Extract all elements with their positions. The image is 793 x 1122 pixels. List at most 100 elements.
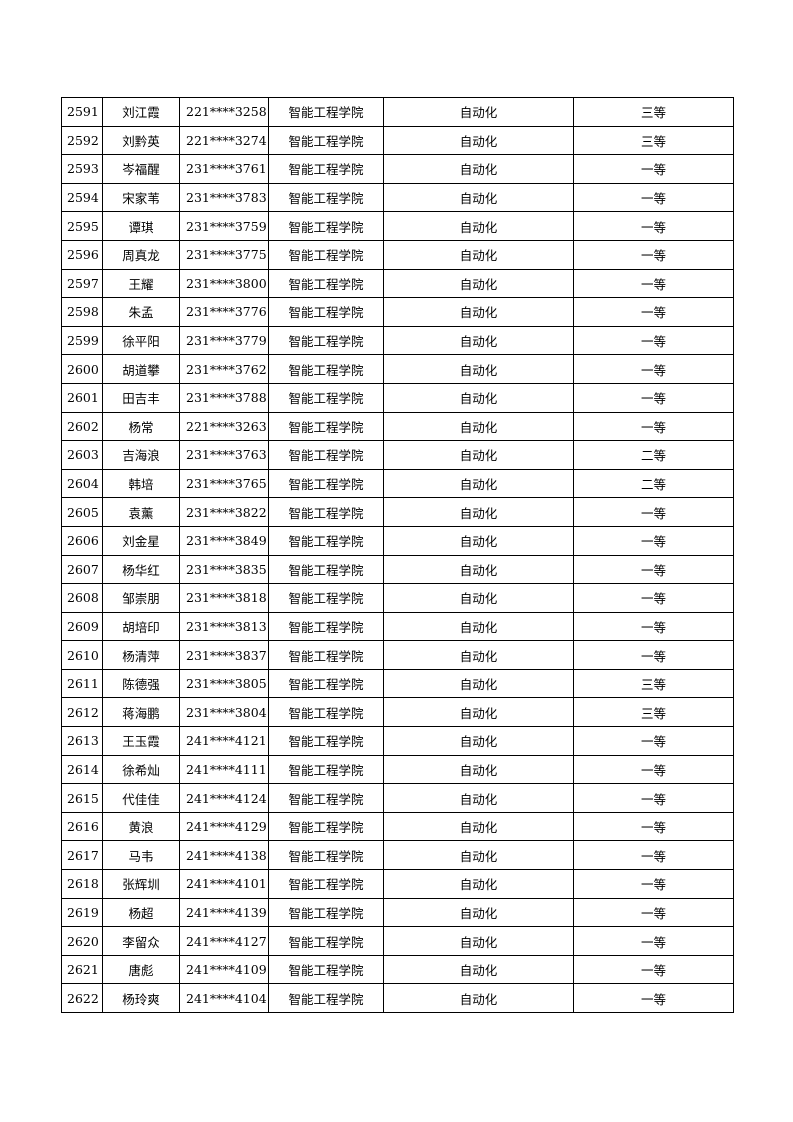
award-level-cell: 二等	[573, 440, 734, 470]
award-level-cell: 一等	[573, 525, 734, 556]
college-cell: 智能工程学院	[268, 525, 384, 556]
row-number-cell: 2607	[61, 554, 103, 585]
award-level-cell: 三等	[573, 668, 734, 699]
major-cell: 自动化	[383, 239, 574, 270]
row-number-cell: 2596	[61, 239, 103, 270]
major-cell: 自动化	[383, 697, 574, 728]
college-cell: 智能工程学院	[268, 497, 384, 527]
student-name-cell: 王耀	[102, 268, 180, 299]
table-row: 2618 张辉圳 241****4101 智能工程学院 自动化 一等	[61, 869, 734, 899]
student-name-cell: 陈德强	[102, 668, 180, 699]
student-name-cell: 刘江霞	[102, 97, 180, 127]
college-cell: 智能工程学院	[268, 154, 384, 184]
row-number-cell: 2614	[61, 754, 103, 785]
table-row: 2606 刘金星 231****3849 智能工程学院 自动化 一等	[61, 525, 734, 556]
major-cell: 自动化	[383, 668, 574, 699]
row-number-cell: 2603	[61, 440, 103, 470]
college-cell: 智能工程学院	[268, 783, 384, 813]
major-cell: 自动化	[383, 954, 574, 985]
major-cell: 自动化	[383, 125, 574, 156]
row-number-cell: 2612	[61, 697, 103, 728]
award-level-cell: 一等	[573, 154, 734, 184]
award-level-cell: 一等	[573, 840, 734, 871]
student-name-cell: 田吉丰	[102, 382, 180, 413]
major-cell: 自动化	[383, 411, 574, 442]
student-id-cell: 231****3759	[179, 211, 269, 241]
student-name-cell: 吉海浪	[102, 440, 180, 470]
table-row: 2591 刘江霞 221****3258 智能工程学院 自动化 三等	[61, 97, 734, 127]
student-name-cell: 唐彪	[102, 954, 180, 985]
student-id-cell: 241****4121	[179, 726, 269, 756]
award-level-cell: 一等	[573, 497, 734, 527]
award-level-cell: 三等	[573, 125, 734, 156]
major-cell: 自动化	[383, 325, 574, 356]
major-cell: 自动化	[383, 726, 574, 756]
major-cell: 自动化	[383, 497, 574, 527]
award-level-cell: 一等	[573, 354, 734, 384]
student-id-cell: 231****3800	[179, 268, 269, 299]
row-number-cell: 2592	[61, 125, 103, 156]
student-name-cell: 黄浪	[102, 811, 180, 842]
table-row: 2603 吉海浪 231****3763 智能工程学院 自动化 二等	[61, 440, 734, 470]
major-cell: 自动化	[383, 811, 574, 842]
award-level-cell: 一等	[573, 583, 734, 613]
student-id-cell: 241****4109	[179, 954, 269, 985]
college-cell: 智能工程学院	[268, 382, 384, 413]
row-number-cell: 2617	[61, 840, 103, 871]
major-cell: 自动化	[383, 268, 574, 299]
student-id-cell: 231****3775	[179, 239, 269, 270]
student-name-cell: 朱孟	[102, 297, 180, 327]
major-cell: 自动化	[383, 154, 574, 184]
student-id-cell: 231****3822	[179, 497, 269, 527]
student-name-cell: 徐平阳	[102, 325, 180, 356]
student-name-cell: 王玉霞	[102, 726, 180, 756]
table-row: 2621 唐彪 241****4109 智能工程学院 自动化 一等	[61, 954, 734, 985]
student-name-cell: 袁薰	[102, 497, 180, 527]
table-row: 2599 徐平阳 231****3779 智能工程学院 自动化 一等	[61, 325, 734, 356]
table-row: 2617 马韦 241****4138 智能工程学院 自动化 一等	[61, 840, 734, 871]
student-id-cell: 231****3837	[179, 640, 269, 670]
table-row: 2593 岑福醒 231****3761 智能工程学院 自动化 一等	[61, 154, 734, 184]
student-name-cell: 张辉圳	[102, 869, 180, 899]
college-cell: 智能工程学院	[268, 954, 384, 985]
student-id-cell: 231****3849	[179, 525, 269, 556]
student-name-cell: 杨常	[102, 411, 180, 442]
table-row: 2615 代佳佳 241****4124 智能工程学院 自动化 一等	[61, 783, 734, 813]
award-level-cell: 一等	[573, 268, 734, 299]
college-cell: 智能工程学院	[268, 97, 384, 127]
row-number-cell: 2599	[61, 325, 103, 356]
major-cell: 自动化	[383, 640, 574, 670]
major-cell: 自动化	[383, 554, 574, 585]
student-name-cell: 杨华红	[102, 554, 180, 585]
student-id-cell: 241****4127	[179, 926, 269, 956]
student-id-cell: 231****3765	[179, 468, 269, 499]
college-cell: 智能工程学院	[268, 611, 384, 642]
award-table: 2591 刘江霞 221****3258 智能工程学院 自动化 三等 2592 刘黔英 221*…	[61, 97, 734, 1013]
student-name-cell: 马韦	[102, 840, 180, 871]
student-name-cell: 谭琪	[102, 211, 180, 241]
student-id-cell: 241****4104	[179, 983, 269, 1013]
major-cell: 自动化	[383, 611, 574, 642]
award-level-cell: 一等	[573, 640, 734, 670]
major-cell: 自动化	[383, 840, 574, 871]
award-level-cell: 一等	[573, 554, 734, 585]
table-row: 2607 杨华红 231****3835 智能工程学院 自动化 一等	[61, 554, 734, 585]
award-level-cell: 二等	[573, 468, 734, 499]
student-id-cell: 241****4138	[179, 840, 269, 871]
award-level-cell: 一等	[573, 611, 734, 642]
student-id-cell: 231****3762	[179, 354, 269, 384]
row-number-cell: 2608	[61, 583, 103, 613]
row-number-cell: 2601	[61, 382, 103, 413]
award-level-cell: 一等	[573, 382, 734, 413]
table-row: 2622 杨玲爽 241****4104 智能工程学院 自动化 一等	[61, 983, 734, 1013]
row-number-cell: 2609	[61, 611, 103, 642]
table-row: 2614 徐希灿 241****4111 智能工程学院 自动化 一等	[61, 754, 734, 785]
college-cell: 智能工程学院	[268, 926, 384, 956]
table-row: 2602 杨常 221****3263 智能工程学院 自动化 一等	[61, 411, 734, 442]
table-row: 2596 周真龙 231****3775 智能工程学院 自动化 一等	[61, 239, 734, 270]
student-id-cell: 241****4101	[179, 869, 269, 899]
college-cell: 智能工程学院	[268, 268, 384, 299]
major-cell: 自动化	[383, 525, 574, 556]
table-row: 2594 宋家苇 231****3783 智能工程学院 自动化 一等	[61, 182, 734, 213]
college-cell: 智能工程学院	[268, 211, 384, 241]
